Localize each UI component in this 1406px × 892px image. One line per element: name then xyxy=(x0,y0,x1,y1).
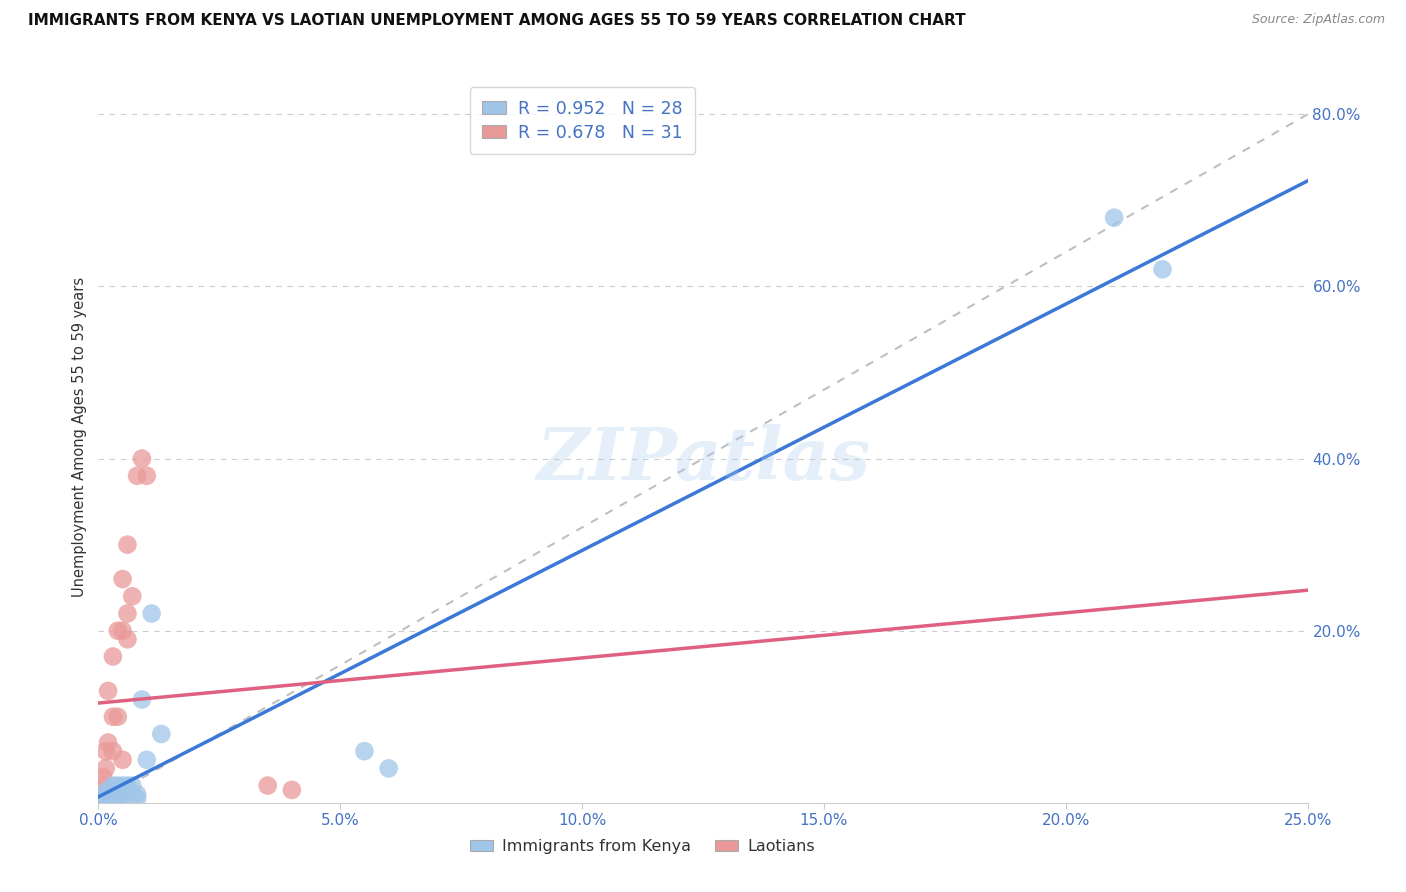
Point xyxy=(107,791,129,805)
Point xyxy=(131,451,153,466)
Point xyxy=(135,468,157,483)
Point xyxy=(353,744,375,758)
Legend: Immigrants from Kenya, Laotians: Immigrants from Kenya, Laotians xyxy=(464,833,821,861)
Point xyxy=(101,779,124,793)
Point xyxy=(117,632,139,647)
Point xyxy=(127,791,149,805)
Point xyxy=(90,791,112,805)
Point xyxy=(91,787,114,801)
Point xyxy=(101,710,124,724)
Point xyxy=(117,779,139,793)
Point xyxy=(97,735,120,749)
Point xyxy=(101,744,124,758)
Point xyxy=(97,787,120,801)
Point xyxy=(101,791,124,805)
Point xyxy=(107,787,129,801)
Point xyxy=(256,779,278,793)
Point xyxy=(131,692,153,706)
Point xyxy=(91,770,114,784)
Point xyxy=(111,572,134,586)
Point xyxy=(127,468,149,483)
Point xyxy=(94,744,117,758)
Point xyxy=(91,791,114,805)
Point xyxy=(121,589,143,603)
Point xyxy=(97,787,120,801)
Point xyxy=(107,710,129,724)
Point xyxy=(107,791,129,805)
Text: IMMIGRANTS FROM KENYA VS LAOTIAN UNEMPLOYMENT AMONG AGES 55 TO 59 YEARS CORRELAT: IMMIGRANTS FROM KENYA VS LAOTIAN UNEMPLO… xyxy=(28,13,966,29)
Point xyxy=(94,791,117,805)
Point xyxy=(107,779,129,793)
Point xyxy=(111,787,134,801)
Point xyxy=(101,787,124,801)
Point xyxy=(111,753,134,767)
Point xyxy=(150,727,173,741)
Point xyxy=(1152,262,1174,277)
Point xyxy=(135,753,157,767)
Point xyxy=(111,624,134,638)
Point xyxy=(94,761,117,775)
Point xyxy=(97,684,120,698)
Point xyxy=(117,538,139,552)
Point xyxy=(121,779,143,793)
Text: Source: ZipAtlas.com: Source: ZipAtlas.com xyxy=(1251,13,1385,27)
Point xyxy=(377,761,399,775)
Point xyxy=(281,783,304,797)
Point xyxy=(107,624,129,638)
Y-axis label: Unemployment Among Ages 55 to 59 years: Unemployment Among Ages 55 to 59 years xyxy=(72,277,87,597)
Text: ZIPatlas: ZIPatlas xyxy=(536,424,870,494)
Point xyxy=(91,787,114,801)
Point xyxy=(101,649,124,664)
Point xyxy=(111,779,134,793)
Point xyxy=(97,791,120,805)
Point xyxy=(141,607,163,621)
Point xyxy=(101,787,124,801)
Point xyxy=(101,787,124,801)
Point xyxy=(97,791,120,805)
Point xyxy=(97,783,120,797)
Point xyxy=(117,787,139,801)
Point xyxy=(90,779,112,793)
Point xyxy=(1102,211,1125,225)
Point xyxy=(90,791,112,805)
Point xyxy=(127,787,149,801)
Point xyxy=(91,791,114,805)
Point xyxy=(117,607,139,621)
